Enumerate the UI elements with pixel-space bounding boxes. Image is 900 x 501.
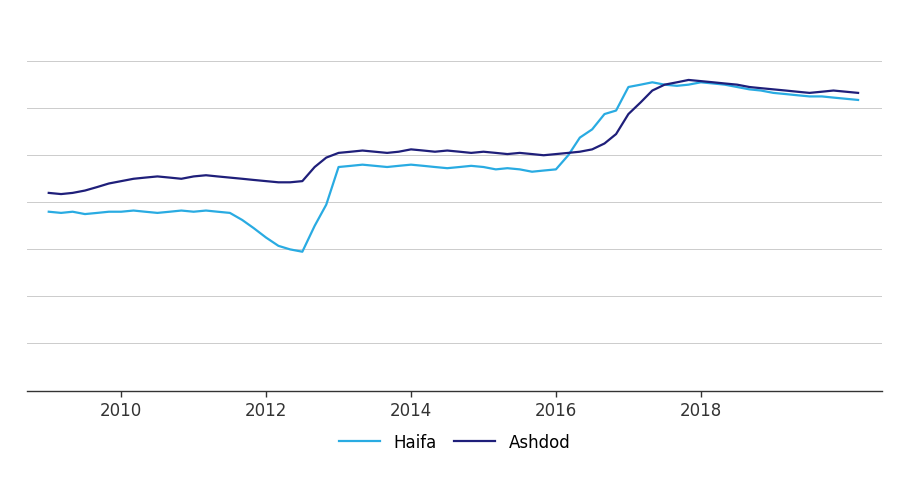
Haifa [852,98,863,104]
Legend: Haifa, Ashdod: Haifa, Ashdod [332,426,577,457]
Ashdod [792,90,803,96]
Ashdod [852,91,863,97]
Ashdod [707,80,718,86]
Haifa [635,83,646,89]
Line: Haifa: Haifa [49,83,858,252]
Haifa [792,93,803,99]
Ashdod [780,88,791,94]
Haifa [647,80,658,86]
Ashdod [635,100,646,106]
Haifa [43,209,54,215]
Haifa [297,249,308,255]
Line: Ashdod: Ashdod [49,81,858,195]
Ashdod [683,78,694,84]
Haifa [599,112,610,118]
Ashdod [804,91,814,97]
Ashdod [56,192,67,198]
Haifa [780,92,791,98]
Haifa [804,94,814,100]
Ashdod [43,190,54,196]
Haifa [707,81,718,87]
Ashdod [599,141,610,147]
